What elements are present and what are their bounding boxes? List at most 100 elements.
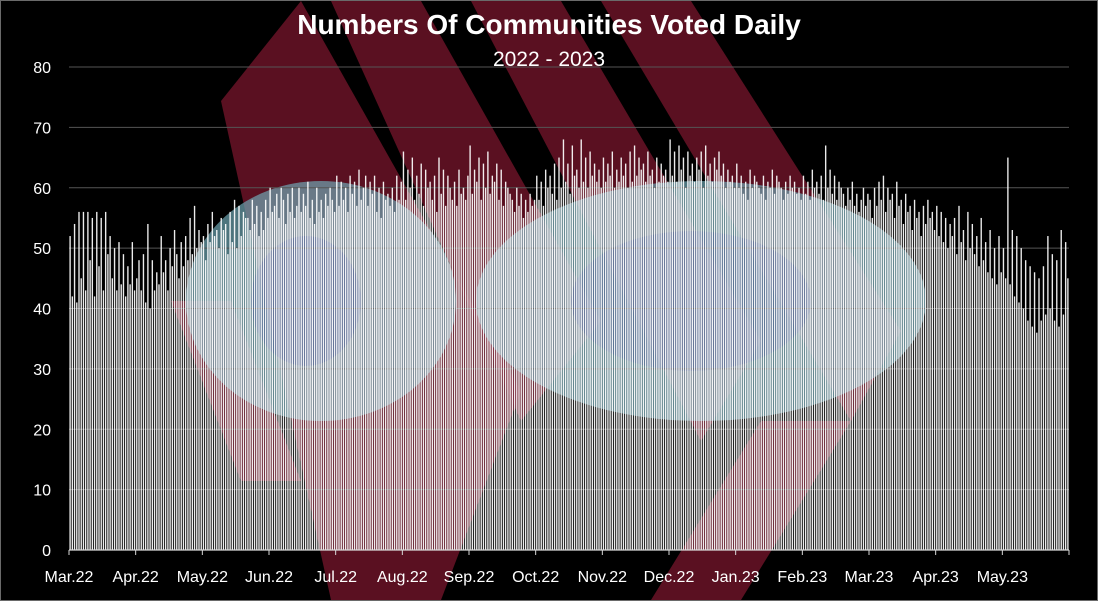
bar bbox=[753, 175, 756, 550]
bar bbox=[156, 272, 158, 550]
bar bbox=[391, 187, 394, 550]
bar bbox=[120, 284, 122, 550]
bar bbox=[844, 205, 847, 551]
bar bbox=[1060, 230, 1062, 550]
x-tick-label: Dec.22 bbox=[644, 569, 695, 586]
bar bbox=[491, 175, 494, 550]
bar bbox=[942, 242, 945, 550]
bar bbox=[138, 260, 140, 550]
bar bbox=[622, 175, 625, 550]
bar bbox=[800, 199, 802, 550]
bar bbox=[596, 181, 598, 550]
bar bbox=[456, 205, 458, 551]
bar bbox=[253, 223, 256, 550]
bar bbox=[256, 205, 258, 551]
bar bbox=[362, 187, 365, 550]
bar bbox=[1062, 314, 1065, 550]
bar bbox=[1038, 278, 1040, 550]
bar bbox=[529, 193, 531, 551]
bar bbox=[151, 260, 154, 550]
bar bbox=[93, 296, 96, 550]
bar bbox=[349, 175, 351, 550]
bar bbox=[851, 181, 854, 550]
bar bbox=[547, 187, 549, 550]
bar bbox=[676, 181, 678, 550]
bar bbox=[480, 199, 482, 550]
bar bbox=[947, 248, 949, 551]
bar bbox=[787, 193, 789, 551]
bar bbox=[873, 187, 876, 550]
bar bbox=[329, 187, 331, 550]
watermark-inner-right bbox=[571, 231, 811, 371]
bar bbox=[207, 223, 209, 550]
bar bbox=[958, 205, 960, 551]
bar bbox=[867, 193, 869, 551]
bar bbox=[824, 145, 827, 551]
bar bbox=[620, 157, 622, 550]
bar bbox=[244, 217, 247, 550]
bar bbox=[353, 181, 356, 550]
bar bbox=[629, 151, 631, 550]
bar bbox=[996, 284, 998, 550]
bar bbox=[182, 266, 185, 550]
bar bbox=[220, 217, 222, 550]
bar bbox=[196, 248, 198, 551]
bar bbox=[162, 272, 165, 550]
bar bbox=[744, 181, 747, 550]
bar bbox=[853, 205, 856, 551]
bar bbox=[233, 199, 236, 550]
bar bbox=[616, 169, 618, 550]
bar bbox=[316, 187, 318, 550]
bar bbox=[533, 199, 536, 550]
bar bbox=[496, 163, 498, 550]
bar bbox=[231, 242, 234, 550]
bar bbox=[573, 175, 576, 550]
bar bbox=[289, 211, 291, 550]
bar bbox=[431, 199, 434, 550]
bar bbox=[878, 181, 880, 550]
bar bbox=[933, 230, 936, 550]
bar bbox=[896, 181, 898, 550]
bar bbox=[424, 169, 427, 550]
bar bbox=[1067, 278, 1069, 550]
bar bbox=[511, 199, 514, 550]
bar bbox=[631, 181, 634, 550]
bar bbox=[580, 139, 582, 550]
bar bbox=[409, 187, 411, 550]
bar bbox=[193, 205, 196, 551]
bar bbox=[864, 205, 867, 551]
bar bbox=[671, 175, 674, 550]
bar bbox=[1040, 320, 1042, 550]
bar bbox=[1009, 284, 1011, 550]
bar bbox=[811, 169, 814, 550]
bar bbox=[324, 193, 327, 551]
bar bbox=[309, 217, 311, 550]
bar bbox=[144, 302, 147, 550]
bar bbox=[567, 163, 569, 550]
bar bbox=[373, 175, 376, 550]
bar bbox=[791, 187, 794, 550]
bar bbox=[760, 193, 762, 551]
bar bbox=[871, 217, 874, 550]
bar bbox=[1007, 157, 1009, 550]
bar bbox=[849, 199, 851, 550]
bar bbox=[780, 187, 782, 550]
bar bbox=[773, 193, 776, 551]
bar bbox=[969, 248, 971, 551]
bar bbox=[307, 181, 309, 550]
bar bbox=[429, 181, 431, 550]
bar bbox=[218, 248, 220, 551]
bar bbox=[907, 211, 909, 550]
bar bbox=[462, 187, 465, 550]
bar bbox=[202, 236, 205, 551]
bar bbox=[213, 236, 216, 551]
x-tick-label: May.23 bbox=[977, 569, 1028, 586]
bar bbox=[482, 163, 485, 550]
bar bbox=[269, 187, 271, 550]
bar bbox=[762, 175, 765, 550]
bar bbox=[880, 199, 882, 550]
bar bbox=[842, 193, 845, 551]
bar bbox=[571, 145, 574, 551]
y-tick-label: 40 bbox=[33, 302, 51, 319]
